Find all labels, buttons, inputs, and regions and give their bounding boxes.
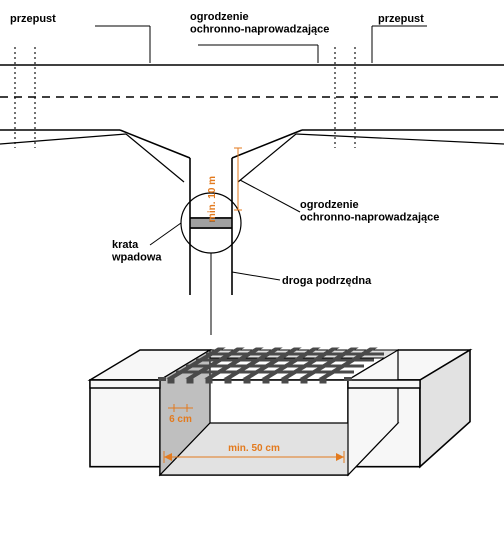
label-przepust-right: przepust	[378, 13, 424, 25]
label-droga: droga podrzędna	[282, 275, 372, 287]
label-dim-6cm: 6 cm	[169, 414, 192, 425]
label-dim-50cm: min. 50 cm	[228, 443, 280, 454]
label-ogrodzenie-mid: ogrodzenieochronno-naprowadzające	[300, 199, 439, 224]
detail-view: 6 cm min. 50 cm	[90, 348, 470, 475]
label-krata: kratawpadowa	[111, 239, 162, 264]
label-ogrodzenie-top: ogrodzenieochronno-naprowadzające	[190, 11, 329, 36]
plan-view: min. 10 m przepust przepust ogrodzenieochro…	[0, 11, 504, 335]
label-min-10m: min. 10 m	[207, 176, 218, 222]
label-przepust-left: przepust	[10, 13, 56, 25]
